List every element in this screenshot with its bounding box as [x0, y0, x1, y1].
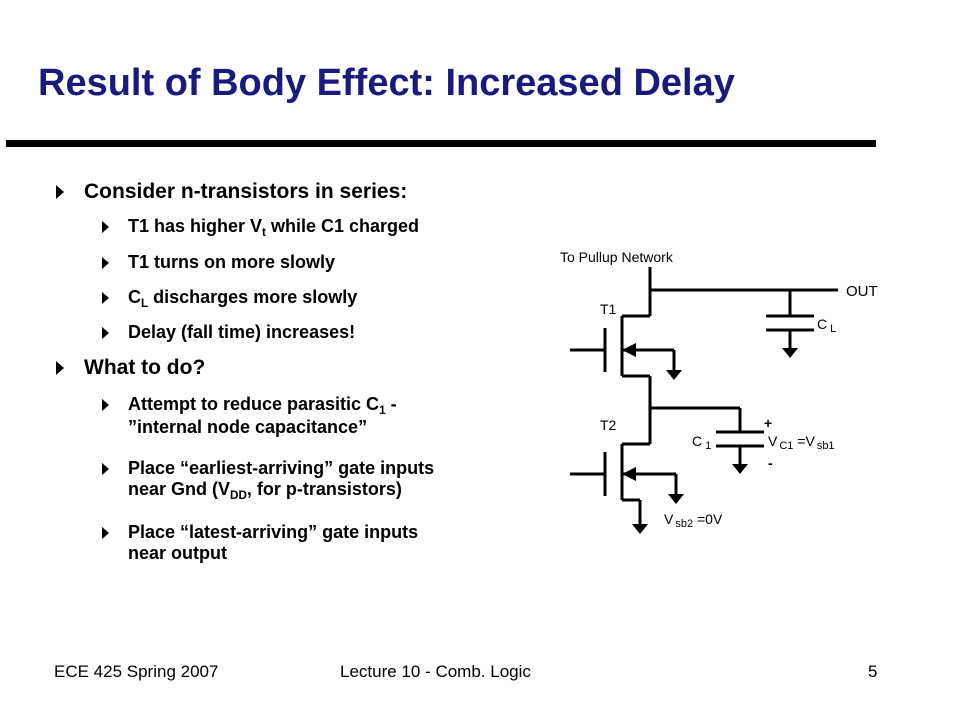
t1-body-arrow-icon [622, 343, 636, 357]
out-label: OUT [846, 283, 878, 300]
bullet-arrow-icon [56, 185, 64, 199]
bullet-arrow-icon [102, 292, 109, 304]
bullet-arrow-icon [102, 399, 109, 411]
slide-title: Result of Body Effect: Increased Delay [38, 62, 735, 104]
footer-page-number: 5 [868, 662, 878, 681]
ground-icon [632, 524, 648, 534]
bullet-arrow-icon [102, 327, 109, 339]
footer-course: ECE 425 Spring 2007 [54, 662, 219, 681]
bullet-arrow-icon [102, 527, 109, 539]
ground-icon [666, 370, 682, 380]
bullet-arrow-icon [102, 257, 109, 269]
ground-icon [668, 494, 684, 504]
t2-body-arrow-icon [622, 467, 636, 481]
vc1-label: V C1 =V sb1 [768, 433, 835, 452]
bullet-arrow-icon [102, 221, 109, 233]
minus-sign: - [768, 455, 773, 471]
pullup-label: To Pullup Network [560, 249, 674, 265]
bullet-arrow-icon [102, 463, 109, 475]
ground-icon [732, 464, 748, 474]
plus-sign: + [764, 415, 772, 431]
footer-lecture: Lecture 10 - Comb. Logic [340, 662, 531, 681]
t1-label: T1 [600, 301, 617, 317]
ground-icon [782, 348, 798, 358]
bullet-arrow-icon [56, 361, 64, 375]
t2-label: T2 [600, 417, 617, 433]
title-divider [6, 140, 876, 147]
